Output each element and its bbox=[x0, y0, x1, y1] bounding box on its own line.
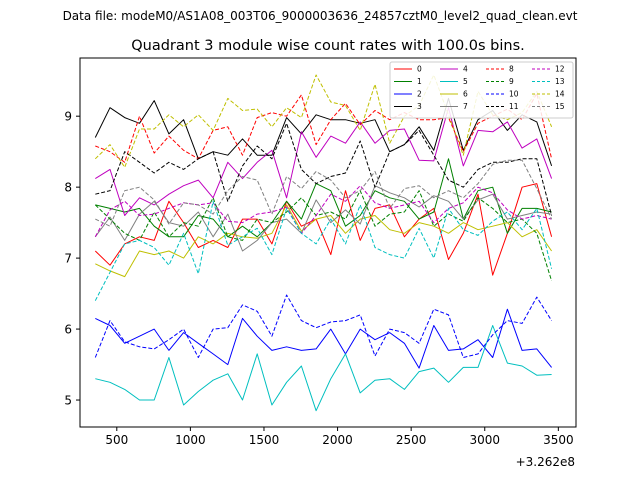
x-axis: 500 1000 1500 2000 2500 3000 3500 bbox=[105, 427, 574, 447]
x-tick-label: 500 bbox=[105, 433, 128, 447]
series-line-8 bbox=[95, 93, 553, 163]
legend-label-4: 4 bbox=[463, 65, 468, 74]
legend-label-11: 11 bbox=[509, 102, 519, 111]
y-axis: 5 6 7 8 9 bbox=[64, 110, 80, 408]
y-tick-label: 7 bbox=[64, 252, 72, 266]
series-line-11 bbox=[95, 122, 553, 216]
legend-label-0: 0 bbox=[417, 65, 422, 74]
series-line-2 bbox=[95, 308, 552, 369]
series-line-12 bbox=[94, 185, 552, 238]
plot-area-frame bbox=[79, 57, 577, 428]
x-tick-label: 3000 bbox=[469, 433, 500, 447]
x-tick-label: 3500 bbox=[543, 433, 574, 447]
series-line-7 bbox=[94, 185, 552, 252]
series-line-10 bbox=[94, 294, 553, 358]
x-tick-label: 1500 bbox=[249, 433, 280, 447]
y-tick-label: 6 bbox=[64, 323, 72, 337]
legend-box bbox=[389, 61, 574, 119]
legend-label-1: 1 bbox=[417, 77, 422, 86]
series-line-5 bbox=[95, 325, 552, 412]
y-tick-label: 5 bbox=[64, 394, 72, 408]
x-tick-label: 1000 bbox=[175, 433, 206, 447]
legend-label-12: 12 bbox=[555, 65, 565, 74]
legend-label-5: 5 bbox=[463, 77, 468, 86]
legend-label-2: 2 bbox=[417, 90, 422, 99]
legend-label-8: 8 bbox=[509, 65, 514, 74]
series-line-0 bbox=[94, 183, 553, 276]
series-line-6 bbox=[95, 204, 553, 278]
legend-label-14: 14 bbox=[555, 90, 565, 99]
series-line-3 bbox=[94, 97, 553, 167]
series-lines bbox=[94, 74, 553, 412]
legend-label-15: 15 bbox=[555, 102, 565, 111]
legend-label-10: 10 bbox=[509, 90, 519, 99]
series-line-15 bbox=[95, 159, 553, 227]
legend-label-9: 9 bbox=[509, 77, 514, 86]
x-tick-label: 2000 bbox=[322, 433, 353, 447]
series-line-9 bbox=[94, 190, 553, 281]
y-tick-label: 8 bbox=[64, 181, 72, 195]
legend-label-6: 6 bbox=[463, 90, 468, 99]
y-tick-label: 9 bbox=[64, 110, 72, 124]
series-line-1 bbox=[95, 158, 552, 238]
legend-label-3: 3 bbox=[417, 102, 422, 111]
legend-label-7: 7 bbox=[463, 102, 468, 111]
suptitle: Data file: modeM0/AS1A08_003T06_90000036… bbox=[63, 9, 578, 23]
series-line-4 bbox=[95, 107, 553, 216]
x-tick-label: 2500 bbox=[396, 433, 427, 447]
chart-title: Quadrant 3 module wise count rates with … bbox=[131, 38, 525, 54]
x-offset-label: +3.262e8 bbox=[516, 455, 575, 469]
legend-label-13: 13 bbox=[555, 77, 565, 86]
